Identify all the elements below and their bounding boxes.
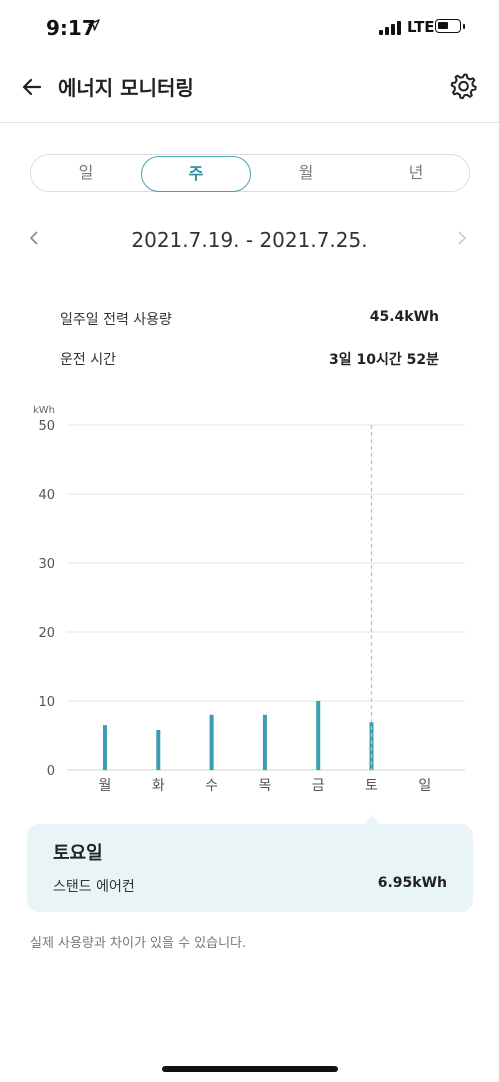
usage-bar-chart: kWh 0 10 20 30 40 50 월 화 수 목 금 토 일: [33, 405, 465, 794]
chevron-left-icon: [29, 231, 38, 245]
y-tick-label: 40: [38, 488, 55, 503]
day-detail-card: 토요일 스탠드 에어컨 6.95kWh: [27, 824, 473, 912]
back-arrow-icon: [22, 78, 42, 96]
x-tick-label: 금: [312, 778, 325, 794]
bar-5: [369, 722, 374, 770]
runtime-value: 3일 10시간 52분: [329, 352, 439, 368]
weekly-usage-label: 일주일 전력 사용량: [60, 312, 172, 328]
x-tick-label: 목: [258, 778, 271, 794]
app-header: 에너지 모니터링: [0, 58, 499, 123]
period-selector: 일 주 월 년: [30, 154, 470, 192]
tooltip-pointer: [363, 815, 381, 825]
date-navigator: 2021.7.19. - 2021.7.25.: [0, 222, 499, 262]
settings-button[interactable]: [449, 71, 479, 101]
bar-3: [262, 714, 267, 770]
previous-period-button[interactable]: [28, 228, 40, 254]
y-tick-label: 10: [38, 695, 55, 710]
location-arrow-icon: [88, 19, 100, 35]
tab-week[interactable]: 주: [141, 156, 251, 192]
detail-usage-value: 6.95kWh: [377, 875, 447, 891]
bar-2: [209, 714, 214, 770]
date-range-label: 2021.7.19. - 2021.7.25.: [131, 228, 368, 252]
detail-device-name: 스탠드 에어컨: [53, 879, 135, 895]
page-title: 에너지 모니터링: [58, 76, 194, 100]
x-tick-label: 일: [418, 778, 431, 794]
chevron-right-icon: [458, 231, 467, 245]
disclaimer-text: 실제 사용량과 차이가 있을 수 있습니다.: [30, 936, 247, 951]
x-tick-label: 수: [205, 778, 218, 794]
runtime-row: 운전 시간 3일 10시간 52분: [60, 349, 439, 373]
back-button[interactable]: [18, 72, 48, 102]
battery-cap: [463, 24, 465, 29]
y-axis-unit: kWh: [33, 405, 55, 416]
detail-day-title: 토요일: [53, 843, 103, 864]
bar-1: [156, 729, 161, 770]
status-time: 9:17: [46, 16, 96, 40]
weekly-usage-row: 일주일 전력 사용량 45.4kWh: [60, 309, 439, 333]
tab-day[interactable]: 일: [78, 163, 94, 182]
battery-icon: [435, 19, 461, 33]
signal-icon: [379, 21, 403, 35]
usage-chart: kWh 0 10 20 30 40 50 월 화 수 목 금 토 일: [0, 396, 499, 806]
next-period-button[interactable]: [456, 228, 468, 254]
runtime-label: 운전 시간: [60, 352, 116, 368]
y-tick-label: 0: [47, 764, 55, 779]
gear-icon: [450, 73, 477, 100]
x-tick-label: 월: [99, 778, 112, 794]
weekly-usage-value: 45.4kWh: [369, 309, 439, 325]
network-type: LTE: [407, 18, 435, 36]
x-tick-label: 토: [365, 778, 378, 794]
bar-4: [316, 701, 321, 770]
tab-year[interactable]: 년: [408, 163, 424, 182]
x-tick-label: 화: [152, 778, 165, 794]
home-indicator: [162, 1066, 338, 1072]
status-bar: 9:17 LTE: [0, 0, 499, 58]
y-tick-label: 50: [38, 419, 55, 434]
tab-month[interactable]: 월: [298, 163, 314, 182]
y-tick-label: 30: [38, 557, 55, 572]
bar-0: [103, 725, 107, 770]
y-tick-label: 20: [38, 626, 55, 641]
